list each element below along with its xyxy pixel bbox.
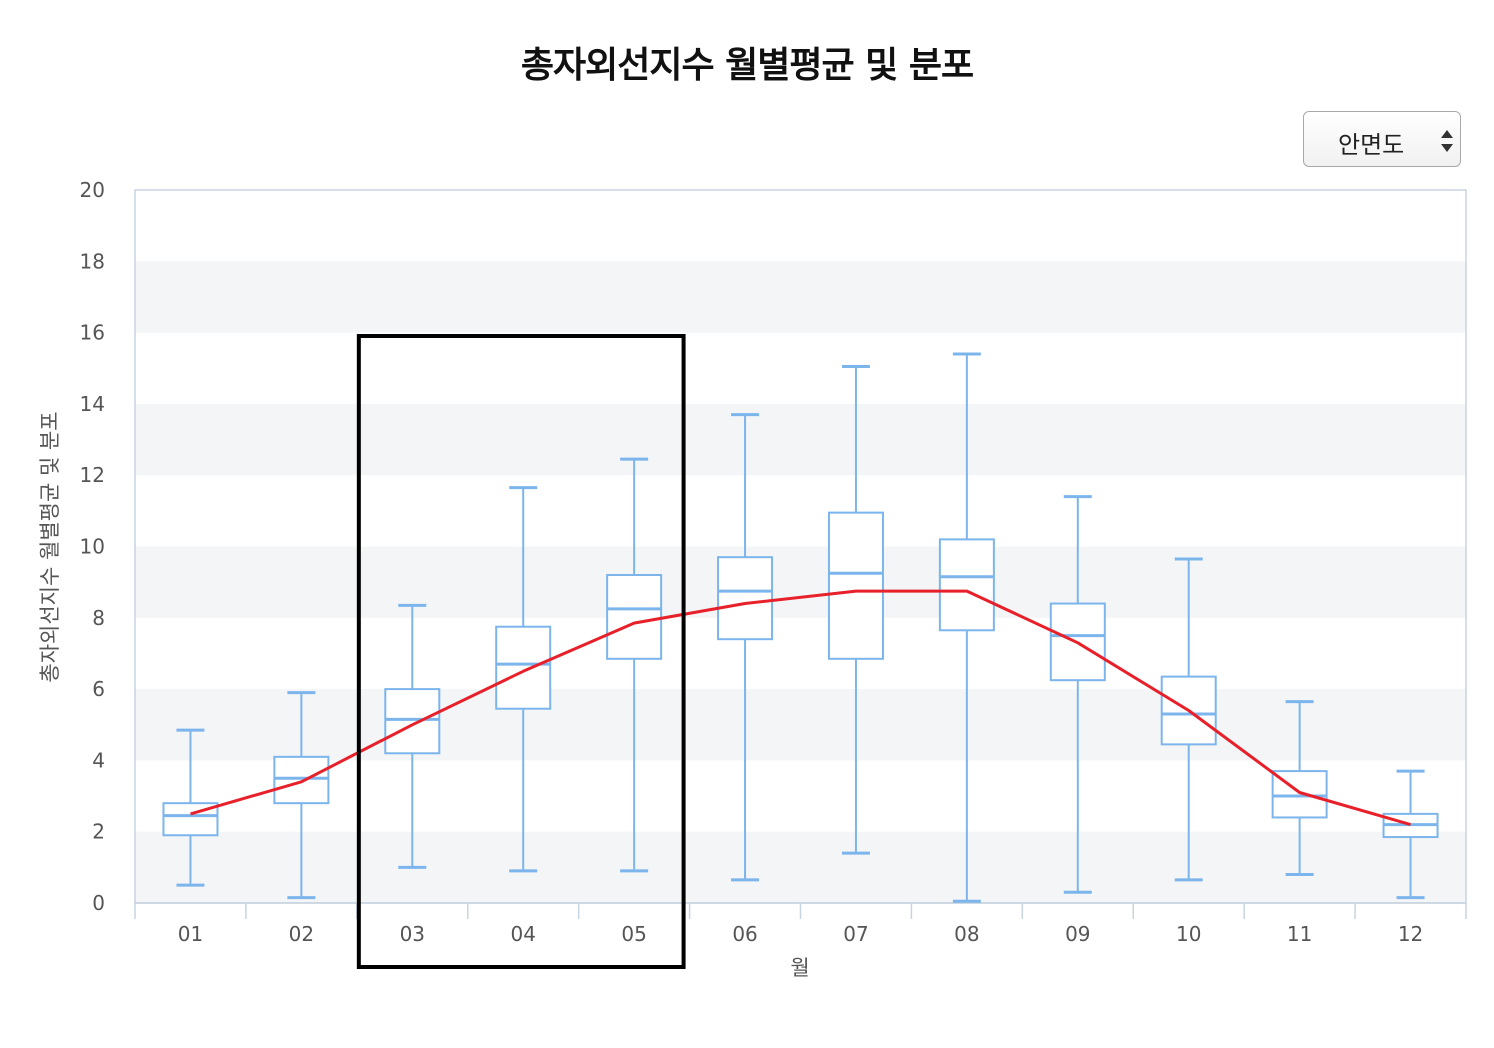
iqr-box [606,574,663,660]
grid-band [135,546,1466,618]
iqr-box [1049,602,1106,682]
x-tick-label: 01 [178,922,203,946]
mean-line-series [190,589,1411,827]
y-tick-label: 8 [92,606,105,630]
grid-band [135,689,1466,761]
x-tick-label: 05 [621,922,646,946]
grid-band [135,403,1466,476]
box-series [162,352,1439,903]
x-tick-label: 06 [732,922,757,946]
box-01[interactable] [162,728,219,887]
y-tick-label: 10 [80,535,105,559]
y-tick-label: 18 [80,249,105,273]
x-tick-label: 04 [510,922,535,946]
station-select[interactable]: 안면도 [1303,111,1461,167]
box-06[interactable] [717,413,774,882]
highlight-box [356,334,686,969]
highlight-layer [356,334,686,969]
x-tick-label: 07 [843,922,868,946]
iqr-box [384,688,441,755]
y-tick-label: 12 [80,463,105,487]
y-tick-label: 4 [92,748,105,772]
y-tick-label: 6 [92,677,105,701]
grid-band [135,261,1466,333]
x-tick-label: 12 [1398,922,1423,946]
y-axis-ticks: 0 2 4 6 8 10 12 14 16 18 20 [80,178,105,915]
x-tick-label: 10 [1176,922,1201,946]
y-tick-label: 16 [80,321,105,345]
box-11[interactable] [1271,700,1328,876]
x-tick-label: 02 [289,922,314,946]
iqr-box [827,511,884,660]
station-select-value: 안면도 [1338,131,1405,159]
x-tick-label: 03 [400,922,425,946]
y-tick-label: 2 [92,820,105,844]
chart-title: 총자외선지수 월별평균 및 분포 [520,45,974,86]
y-tick-label: 14 [80,392,105,416]
box-08[interactable] [938,352,995,903]
iqr-box [273,755,330,805]
x-tick-label: 11 [1287,922,1312,946]
box-02[interactable] [273,691,330,900]
box-04[interactable] [495,486,552,873]
grid-band [135,831,1466,903]
box-09[interactable] [1049,495,1106,894]
x-tick-label: 09 [1065,922,1090,946]
iqr-box [495,625,552,710]
plot-bands [135,261,1466,903]
x-axis: 01 02 03 04 05 06 07 08 09 10 11 12 [134,902,1467,946]
up-down-arrows-icon [1441,130,1453,152]
y-tick-label: 20 [80,178,105,202]
box-05[interactable] [606,457,663,873]
box-03[interactable] [384,603,441,869]
box-07[interactable] [827,364,884,855]
mean-line [190,589,1411,827]
y-tick-label: 0 [92,891,105,915]
x-axis-title: 월 [790,956,809,980]
x-tick-label: 08 [954,922,979,946]
iqr-box [717,556,774,641]
iqr-box [938,538,995,632]
y-axis-title: 총자외선지수 월별평균 및 분포 [38,411,62,682]
